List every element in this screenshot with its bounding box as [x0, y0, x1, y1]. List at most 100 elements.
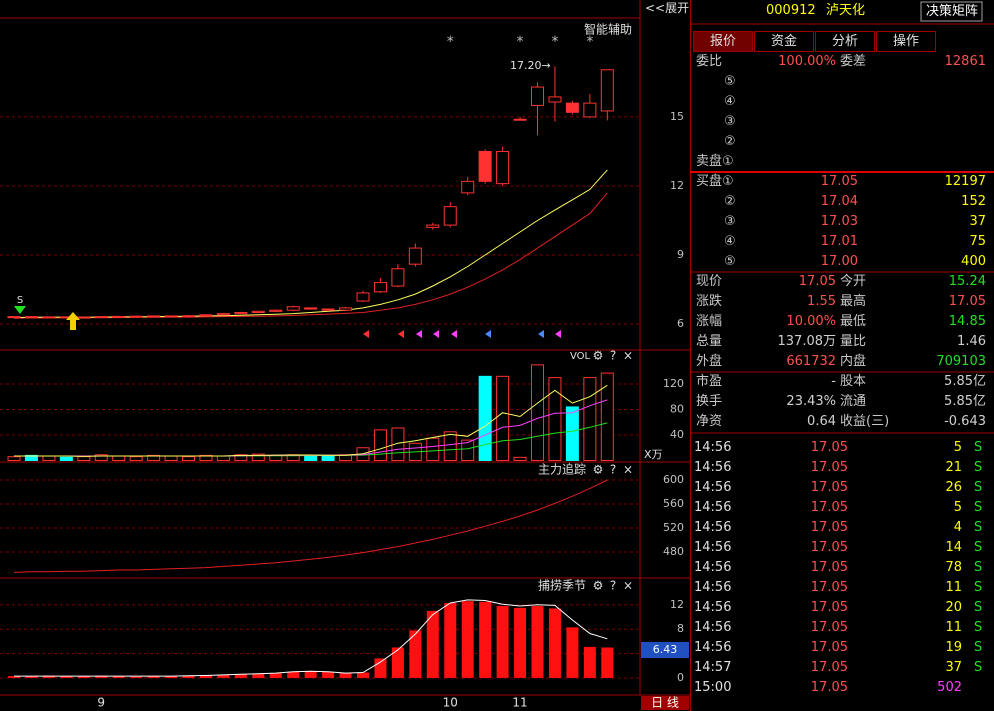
buy-volume: 75: [969, 234, 986, 249]
stat-value: -: [831, 374, 836, 389]
volume-bar: [321, 454, 335, 461]
volume-bar: [373, 429, 387, 461]
volume-bar: [216, 455, 230, 462]
value: 100.00%: [778, 54, 836, 69]
buy-label: ⑤: [724, 254, 736, 269]
volume-bar: [42, 455, 56, 462]
stat-label: 换手: [696, 394, 723, 409]
candle-body: [496, 150, 510, 185]
panel-icon: ⚙: [593, 463, 604, 477]
candle-body: [234, 311, 248, 315]
panel-icon: ?: [610, 349, 616, 363]
panel-icon: ⚙: [593, 349, 604, 363]
chart-bg: [0, 0, 690, 711]
tab[interactable]: 报价: [693, 31, 753, 52]
signal-label: S: [17, 295, 23, 306]
stat-value: 10.00%: [786, 314, 836, 329]
star-marker: *: [447, 34, 454, 50]
tab[interactable]: 分析: [815, 31, 875, 52]
tick-volume: 11: [945, 620, 962, 635]
y-tick-label: 80: [670, 402, 684, 415]
buy-price: 17.03: [820, 214, 858, 229]
volume-bar: [77, 456, 91, 461]
period-bg: [641, 696, 689, 710]
season-bar: [42, 675, 55, 678]
volume-bar: [531, 364, 544, 461]
y-tick-label: 520: [663, 521, 684, 534]
y-tick-label: 0: [677, 671, 684, 684]
season-bar: [374, 658, 387, 678]
season-bar: [60, 676, 73, 678]
buy-price: 17.01: [820, 234, 858, 249]
tick-time: 14:56: [694, 540, 732, 555]
volume-bar: [59, 456, 73, 462]
stat-value: 17.05: [948, 294, 986, 309]
stat-value: 15.24: [948, 274, 986, 289]
candle-body: [373, 282, 387, 293]
tick-time: 14:56: [694, 440, 732, 455]
candle-body: [112, 315, 126, 318]
volume-bar: [251, 453, 265, 462]
tick-time: 14:56: [694, 480, 732, 495]
tick-side: S: [974, 640, 983, 655]
candle-body: [391, 268, 405, 287]
tick-side: S: [974, 580, 983, 595]
volume-bar: [199, 454, 213, 461]
season-bar: [77, 676, 90, 678]
volume-bar: [182, 456, 195, 461]
panel-title: 捕捞季节: [538, 578, 586, 593]
tick-volume: 78: [945, 560, 962, 575]
buy-price: 17.04: [820, 194, 858, 209]
tick-side: S: [974, 520, 983, 535]
season-bar: [130, 676, 143, 678]
volume-bar: [478, 375, 492, 461]
tick-volume: 5: [953, 500, 962, 515]
x-tick-label: 10: [443, 696, 458, 710]
tick-price: 17.05: [810, 680, 848, 695]
signal-tick: [538, 330, 544, 338]
season-bar: [252, 673, 265, 678]
tick-price: 17.05: [810, 440, 848, 455]
tick-time: 14:56: [694, 640, 732, 655]
candle-body: [478, 150, 492, 182]
stat-label: 现价: [696, 274, 723, 289]
buy-volume: 37: [969, 214, 986, 229]
tick-price: 17.05: [810, 580, 848, 595]
season-bar: [461, 601, 474, 678]
tick-time: 14:56: [694, 620, 732, 635]
stat-label: 收益(三): [840, 414, 890, 429]
tick-volume: 502: [937, 680, 962, 695]
y-tick-label: 560: [663, 497, 684, 510]
season-bar: [583, 646, 596, 678]
season-bar: [479, 601, 492, 678]
stat-label: 涨幅: [696, 314, 723, 329]
tick-volume: 4: [953, 520, 962, 535]
candle-body: [600, 69, 614, 112]
season-bar: [357, 672, 369, 678]
label: 委差: [840, 54, 867, 69]
signal-tick: [555, 330, 561, 338]
candle-body: [304, 307, 318, 310]
tab[interactable]: 资金: [754, 31, 814, 52]
signal-tick: [398, 330, 404, 338]
signal-tick: [451, 330, 457, 338]
tick-volume: 37: [945, 660, 962, 675]
candle-body: [531, 86, 544, 106]
candle-body: [77, 316, 91, 319]
stat-label: 最高: [840, 294, 867, 309]
candle-body: [548, 96, 562, 103]
tick-time: 14:56: [694, 560, 732, 575]
stat-value: 137.08万: [777, 334, 837, 349]
season-bar: [95, 675, 108, 678]
tick-volume: 5: [953, 440, 962, 455]
candle-body: [461, 180, 475, 194]
expand-button[interactable]: <<展开: [645, 1, 690, 15]
tab[interactable]: 操作: [876, 31, 936, 52]
tick-volume: 11: [945, 580, 962, 595]
panel-icon: ?: [610, 463, 616, 477]
volume-bar: [94, 454, 108, 461]
matrix-button[interactable]: 决策矩阵: [926, 4, 979, 19]
stat-value: 1.55: [807, 294, 836, 309]
volume-ma: [14, 384, 608, 457]
